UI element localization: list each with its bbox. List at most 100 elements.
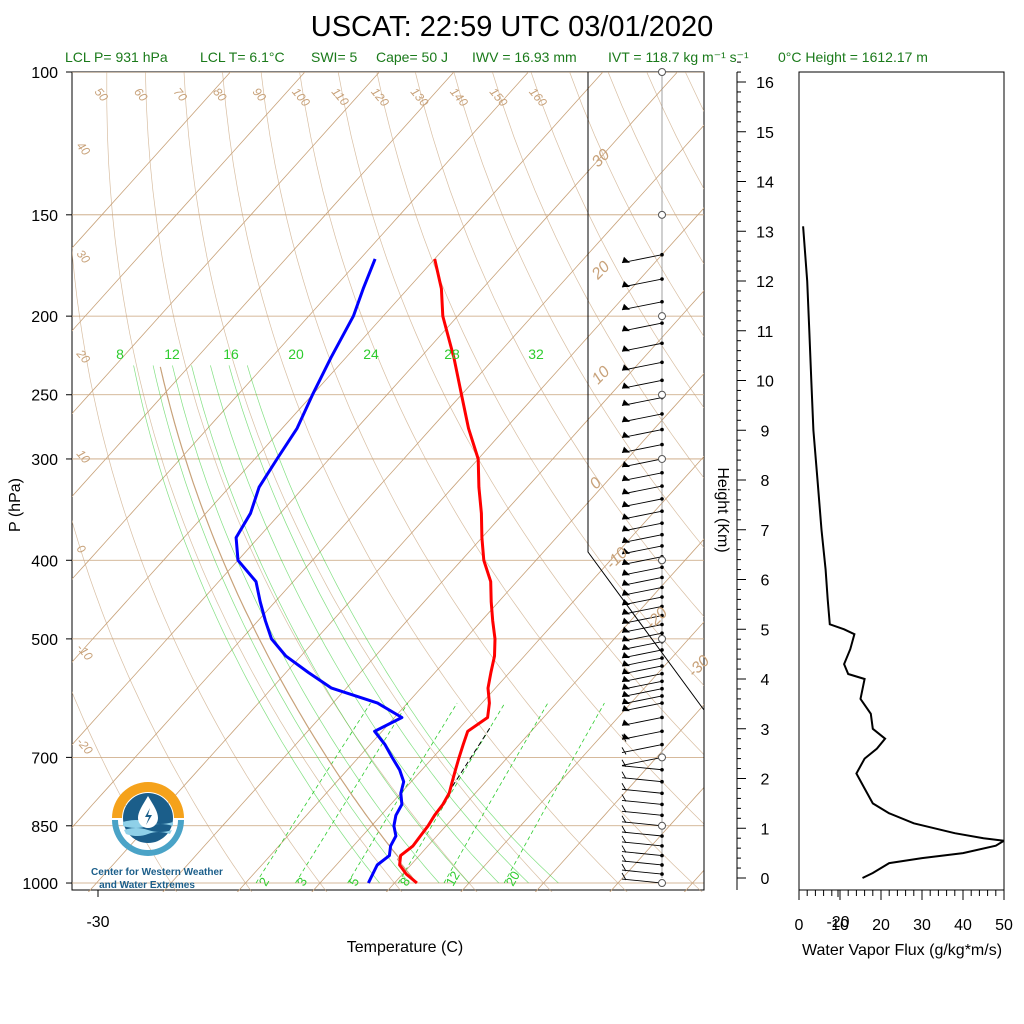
subtitle-lcl-p: LCL P= 931 hPa (65, 49, 168, 65)
wind-barb-staff (621, 765, 663, 771)
height-tick-label: 3 (761, 722, 770, 739)
wind-barb-staff (621, 831, 663, 837)
dry-adiabat-line (646, 72, 704, 190)
wind-barb-flag (622, 281, 630, 288)
dry-adiabat-label: 30 (74, 247, 94, 266)
dry-adiabat-label: 10 (74, 447, 94, 466)
wind-barb-staff (621, 799, 663, 805)
wind-barb-flag (622, 399, 630, 406)
height-tick-label: 14 (756, 175, 774, 192)
moist-adiabat-line (246, 365, 559, 884)
barb-level-circle (658, 821, 666, 830)
skew-t-grid (72, 72, 704, 892)
barb-level-circle (658, 312, 666, 321)
y-tick-label: 500 (31, 632, 58, 649)
mixing-ratio-label: 28 (444, 346, 460, 362)
isotherm-line (72, 72, 604, 663)
dry-adiabat-line (569, 72, 704, 338)
wind-barb-flag (622, 617, 630, 624)
y-tick-label: 150 (31, 208, 58, 225)
wind-barb-feather (621, 825, 627, 834)
lcl-dashed-line (452, 725, 492, 787)
y-tick-label: 250 (31, 388, 58, 405)
height-tick-label: 4 (761, 672, 770, 689)
mixing-ratio-label: 20 (503, 868, 523, 888)
wind-barb-staff (621, 869, 663, 875)
isotherm-line (72, 72, 678, 746)
height-tick-label: 8 (761, 473, 770, 490)
wind-barb-flag (622, 683, 630, 690)
isotherm-line (609, 786, 704, 892)
flux-tick-label: 10 (831, 917, 849, 934)
wind-barb-feather (621, 759, 627, 767)
isotherm-line (72, 72, 380, 415)
wind-barb-flag (622, 536, 630, 543)
wind-barb-feather (621, 863, 627, 872)
flux-panel: 0 10 20 30 40 50 (795, 71, 1013, 934)
subtitle-ivt: IVT = 118.7 kg m⁻¹ s⁻¹ (608, 49, 749, 65)
cw3e-logo: Center for Western Weather and Water Ext… (91, 782, 223, 891)
isotherm-line (236, 372, 704, 892)
wind-barb-flag (622, 651, 630, 658)
flux-x-label: Water Vapor Flux (g/kg*m/s) (802, 942, 1002, 959)
wind-barb-staff (621, 379, 663, 389)
temperature-line (398, 258, 497, 885)
skew-t-x-label: Temperature (C) (347, 939, 463, 956)
isotherm-label: 20 (588, 258, 613, 283)
logo-line-1: Center for Western Weather (91, 867, 223, 878)
wind-barb-flag (622, 382, 630, 389)
y-tick-label: 200 (31, 309, 58, 326)
wind-barb-flag (622, 675, 630, 682)
wind-barb-flag (622, 635, 630, 642)
mixing-ratio-label: 24 (363, 346, 379, 362)
isotherm-label: -20 (643, 604, 671, 632)
isotherm-label: -10 (603, 544, 631, 572)
water-drop-icon (112, 782, 184, 856)
wind-barb-flag (622, 690, 630, 697)
wind-barb-feather (621, 854, 627, 863)
wind-barb-feather (621, 845, 627, 853)
height-tick-label: 1 (761, 821, 770, 838)
dry-adiabat-line (72, 247, 328, 892)
dry-adiabat-label: 20 (73, 346, 93, 366)
isotherm-line (534, 704, 704, 892)
wind-barb-feather (621, 872, 627, 881)
wind-barb-flag (622, 626, 630, 633)
flux-tick-label: 20 (872, 917, 890, 934)
barb-level-circle (658, 879, 666, 888)
wind-barb-flag (622, 500, 630, 507)
subtitle: LCL P= 931 hPa LCL T= 6.1°C SWI= 5 Cape=… (65, 49, 928, 65)
height-tick-label: 0 (761, 871, 770, 888)
mixing-ratio-label: 32 (528, 346, 544, 362)
dry-adiabat-label: 100 (289, 85, 313, 110)
height-tick-label: 6 (761, 573, 770, 590)
wind-barb-flag (622, 364, 630, 371)
wind-barb-staff (621, 322, 663, 332)
dry-adiabat-label: 150 (487, 85, 511, 110)
dry-adiabat-label: 80 (210, 85, 230, 104)
moist-adiabat-line (172, 365, 440, 884)
moist-adiabat-line (152, 365, 410, 884)
dry-adiabat-label: 140 (447, 85, 471, 110)
wind-barb-staff (621, 744, 663, 754)
wind-barb-feather (621, 835, 627, 844)
y-tick-label: 850 (31, 819, 58, 836)
dry-adiabat-line (684, 72, 704, 112)
isotherm-line (385, 538, 704, 892)
wind-barb-flag (622, 660, 630, 667)
wind-barb-feather (621, 805, 627, 813)
dry-adiabat-label: 110 (329, 85, 352, 109)
barb-level-circle (658, 454, 666, 463)
flux-series (802, 226, 1004, 879)
isotherm-line (72, 72, 455, 498)
subtitle-iwv: IWV = 16.93 mm (472, 49, 577, 65)
wind-barb-staff (621, 851, 663, 857)
wind-barb-feather (621, 783, 627, 791)
dry-adiabat-label: 50 (92, 85, 112, 104)
wind-barb-flag (622, 460, 630, 467)
isotherm-label: -30 (685, 652, 713, 680)
isotherm-line (460, 621, 704, 892)
wind-barb-flag (622, 558, 630, 565)
dry-adiabat-label: 0 (74, 542, 89, 556)
